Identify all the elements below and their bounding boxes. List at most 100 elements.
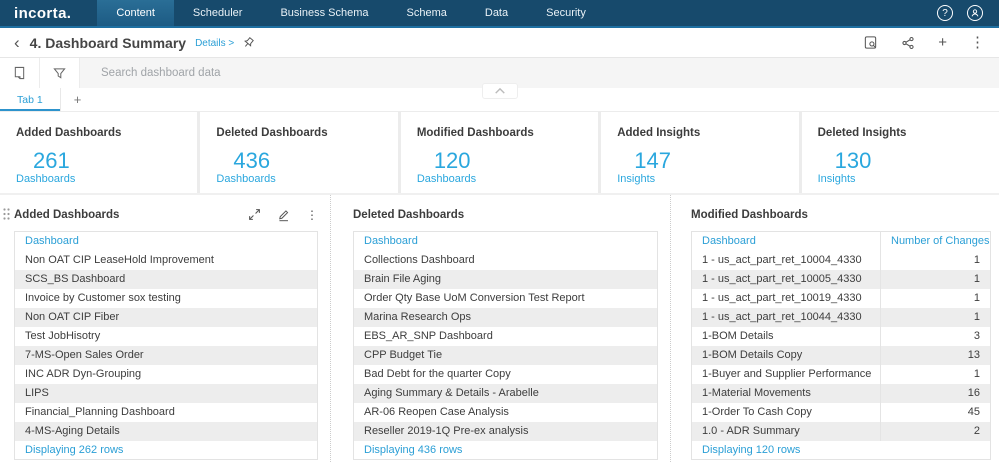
kpi-unit: Dashboards	[216, 173, 276, 185]
edit-pencil-icon[interactable]	[277, 208, 290, 222]
cell-number-of-changes: 16	[880, 383, 991, 403]
cell-number-of-changes: 13	[880, 345, 991, 365]
table-row[interactable]: Marina Research Ops	[353, 307, 658, 327]
table-row[interactable]: CPP Budget Tie	[353, 345, 658, 365]
nav-item-scheduler[interactable]: Scheduler	[192, 7, 243, 19]
cell-number-of-changes: 1	[880, 288, 991, 308]
cell-number-of-changes: 1	[880, 364, 991, 384]
added-dashboards-table: Dashboard Non OAT CIP LeaseHold Improvem…	[14, 231, 318, 460]
add-tab-button[interactable]: +	[73, 92, 82, 107]
column-header[interactable]: Dashboard	[702, 235, 756, 248]
nav-item-security[interactable]: Security	[546, 7, 586, 19]
kebab-menu-icon[interactable]: ⋮	[970, 34, 985, 51]
add-insight-button[interactable]: +	[938, 34, 947, 51]
cell-dashboard-name: Bad Debt for the quarter Copy	[364, 368, 511, 380]
person-icon	[971, 9, 979, 17]
kpi-added-dashboards: Added Dashboards 261 Dashboards	[0, 112, 201, 193]
bookmark-page-icon[interactable]	[0, 58, 40, 88]
table-row[interactable]: Reseller 2019-1Q Pre-ex analysis	[353, 421, 658, 441]
table-row[interactable]: Collections Dashboard	[354, 251, 658, 270]
cell-dashboard-name: Non OAT CIP Fiber	[14, 307, 318, 327]
panel-modified-dashboards: Modified Dashboards Dashboard Number of …	[671, 195, 999, 462]
pin-icon[interactable]	[242, 36, 256, 50]
cell-dashboard-name: INC ADR Dyn-Grouping	[25, 368, 142, 380]
row-count-link[interactable]: Displaying 120 rows	[691, 440, 991, 460]
table-row[interactable]: 1-Buyer and Supplier Performance 1	[692, 364, 991, 384]
nav-item-content[interactable]: Content	[97, 0, 174, 26]
column-header[interactable]: Dashboard	[25, 235, 79, 248]
table-row[interactable]: 4-MS-Aging Details	[14, 421, 318, 441]
table-row[interactable]: LIPS	[14, 383, 318, 403]
cell-dashboard-name: 1.0 - ADR Summary	[691, 421, 881, 441]
tab-1[interactable]: Tab 1	[0, 88, 61, 111]
table-row[interactable]: Non OAT CIP Fiber	[14, 307, 318, 327]
cell-dashboard-name: 4-MS-Aging Details	[14, 421, 318, 441]
account-icon[interactable]	[967, 5, 983, 21]
cell-dashboard-name: AR-06 Reopen Case Analysis	[364, 406, 509, 418]
cell-dashboard-name: 1-BOM Details Copy	[691, 345, 881, 365]
cell-dashboard-name: Reseller 2019-1Q Pre-ex analysis	[353, 421, 658, 441]
kpi-unit: Insights	[817, 173, 856, 185]
panel-title: Modified Dashboards	[691, 208, 808, 221]
panel-kebab-icon[interactable]: ⋮	[306, 207, 318, 222]
cell-dashboard-name: CPP Budget Tie	[353, 345, 658, 365]
report-icon[interactable]	[863, 35, 878, 50]
table-row[interactable]: Bad Debt for the quarter Copy	[354, 365, 658, 384]
table-row[interactable]: 1 - us_act_part_ret_10044_4330 1	[691, 307, 991, 327]
cell-dashboard-name: Test JobHisotry	[25, 330, 101, 342]
row-count-link[interactable]: Displaying 436 rows	[353, 440, 658, 460]
modified-dashboards-table: Dashboard Number of Changes 1 - us_act_p…	[691, 231, 991, 460]
search-input[interactable]	[80, 58, 999, 88]
kpi-label: Deleted Insights	[817, 127, 907, 139]
table-row[interactable]: 1 - us_act_part_ret_10019_4330 1	[692, 288, 991, 308]
cell-dashboard-name: Collections Dashboard	[364, 254, 475, 266]
cell-dashboard-name: EBS_AR_SNP Dashboard	[364, 330, 493, 342]
table-row[interactable]: EBS_AR_SNP Dashboard	[354, 327, 658, 346]
table-row[interactable]: Financial_Planning Dashboard	[15, 403, 318, 422]
nav-item-business-schema[interactable]: Business Schema	[280, 7, 369, 19]
table-row[interactable]: Non OAT CIP LeaseHold Improvement	[15, 251, 318, 270]
kpi-deleted-insights: Deleted Insights 130 Insights	[802, 112, 999, 193]
drag-handle[interactable]	[3, 208, 10, 220]
cell-dashboard-name: 1 - us_act_part_ret_10004_4330	[702, 254, 862, 266]
table-row[interactable]: 7-MS-Open Sales Order	[14, 345, 318, 365]
table-row[interactable]: Aging Summary & Details - Arabelle	[353, 383, 658, 403]
nav-item-data[interactable]: Data	[484, 7, 509, 19]
table-row[interactable]: 1-BOM Details 3	[692, 326, 991, 346]
nav-item-schema[interactable]: Schema	[406, 7, 447, 19]
table-row[interactable]: 1.0 - ADR Summary 2	[691, 421, 991, 441]
filter-icon[interactable]	[40, 58, 80, 88]
table-row[interactable]: SCS_BS Dashboard	[14, 269, 318, 289]
maximize-icon[interactable]	[248, 208, 261, 221]
cell-dashboard-name: SCS_BS Dashboard	[14, 269, 318, 289]
table-row[interactable]: Brain File Aging	[353, 269, 658, 289]
column-header[interactable]: Dashboard	[364, 235, 418, 248]
kpi-value: 147	[634, 148, 671, 173]
table-row[interactable]: Order Qty Base UoM Conversion Test Repor…	[354, 289, 658, 308]
table-row[interactable]: Invoice by Customer sox testing	[15, 289, 318, 308]
table-row[interactable]: 1-BOM Details Copy 13	[691, 345, 991, 365]
help-icon[interactable]: ?	[937, 5, 953, 21]
cell-dashboard-name: Financial_Planning Dashboard	[25, 406, 175, 418]
page-title: 4. Dashboard Summary	[29, 34, 187, 51]
row-count-link[interactable]: Displaying 262 rows	[14, 440, 318, 460]
table-row[interactable]: Test JobHisotry	[15, 327, 318, 346]
panels-row: Added Dashboards ⋮ Dashboard	[0, 195, 999, 462]
details-link[interactable]: Details >	[195, 38, 235, 49]
panel-title: Deleted Dashboards	[353, 208, 465, 221]
table-row[interactable]: AR-06 Reopen Case Analysis	[354, 403, 658, 422]
table-row[interactable]: 1 - us_act_part_ret_10004_4330 1	[692, 250, 991, 270]
table-row[interactable]: 1-Material Movements 16	[691, 383, 991, 403]
table-row[interactable]: 1 - us_act_part_ret_10005_4330 1	[691, 269, 991, 289]
column-header[interactable]: Number of Changes	[880, 231, 991, 251]
share-icon[interactable]	[901, 36, 915, 50]
cell-dashboard-name: Marina Research Ops	[353, 307, 658, 327]
table-row[interactable]: 1-Order To Cash Copy 45	[692, 402, 991, 422]
kpi-value: 436	[233, 148, 271, 173]
cell-number-of-changes: 1	[880, 269, 991, 289]
back-chevron-icon[interactable]: ‹	[14, 33, 20, 52]
table-row[interactable]: INC ADR Dyn-Grouping	[15, 365, 318, 384]
cell-number-of-changes: 3	[880, 326, 991, 346]
cell-dashboard-name: 1-Material Movements	[691, 383, 881, 403]
collapse-filters-button[interactable]	[481, 83, 518, 99]
